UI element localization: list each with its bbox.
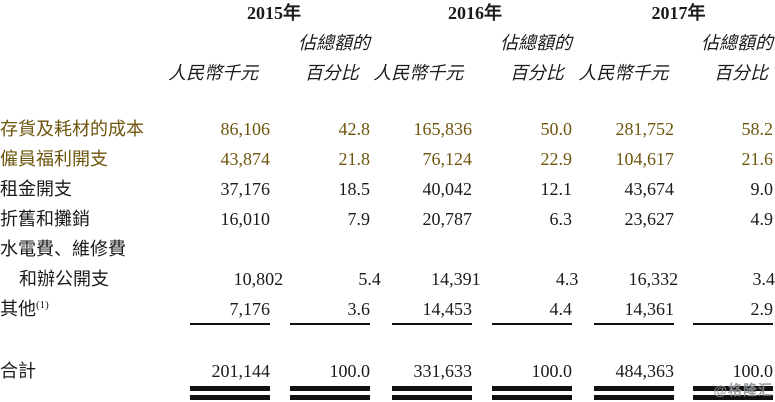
amount-2017: 14,361 — [624, 299, 675, 319]
footnote-marker: (1) — [36, 299, 49, 311]
subtotal-rule-row — [0, 323, 775, 325]
pct-2017: 3.4 — [752, 269, 775, 289]
amount-2016: 14,453 — [422, 299, 473, 319]
others-label-text: 其他 — [0, 299, 36, 319]
pct-of-total-label-2015: 佔總額的 — [298, 33, 370, 53]
total-pct-2017: 100.0 — [732, 361, 774, 381]
pct-2016: 12.1 — [540, 179, 573, 199]
pct-2016: 22.9 — [540, 149, 573, 169]
grand-total-rule-row — [0, 386, 775, 400]
rmb-thousand-label-2015: 人民幣千元 — [168, 63, 259, 83]
amount-2015: 10,802 — [233, 269, 284, 289]
total-amount-2017: 484,363 — [615, 361, 675, 381]
double-rule — [492, 386, 572, 400]
pct-2017: 9.0 — [750, 179, 774, 199]
row-label: 水電費、維修費 — [0, 239, 126, 259]
amount-2015: 16,010 — [220, 209, 271, 229]
table-row-cost-of-inventories: 存貨及耗材的成本 86,106 42.8 165,836 50.0 281,75… — [0, 119, 775, 149]
single-rule — [392, 323, 472, 325]
year-2016-header: 2016年 — [448, 3, 502, 23]
double-rule — [190, 386, 270, 400]
amount-2016: 14,391 — [431, 269, 481, 289]
rmb-thousand-label-2016: 人民幣千元 — [373, 63, 464, 83]
table-row-others: 其他(1) 7,176 3.6 14,453 4.4 14,361 2.9 — [0, 299, 775, 323]
amount-2015: 86,106 — [220, 119, 271, 139]
pct-header-top-row: 佔總額的 佔總額的 佔總額的 — [0, 33, 775, 53]
double-rule — [693, 386, 773, 400]
amount-2017: 16,332 — [628, 269, 679, 289]
single-rule — [190, 323, 270, 325]
amount-2016: 165,836 — [413, 119, 473, 139]
year-2017-header: 2017年 — [651, 3, 706, 23]
double-rule — [290, 386, 370, 400]
pct-2015: 3.6 — [347, 299, 371, 319]
single-rule — [693, 323, 773, 325]
percentage-label-2015: 百分比 — [304, 63, 359, 83]
column-header-row: 人民幣千元 百分比 人民幣千元 百分比 人民幣千元 百分比 — [0, 63, 775, 83]
total-label: 合計 — [0, 361, 36, 381]
row-label: 其他(1) — [0, 299, 160, 319]
single-rule — [290, 323, 370, 325]
pct-2017: 2.9 — [750, 299, 774, 319]
single-rule — [594, 323, 674, 325]
pct-2015: 21.8 — [338, 149, 371, 169]
row-label: 存貨及耗材的成本 — [0, 119, 144, 139]
pct-2015: 7.9 — [347, 209, 371, 229]
row-label: 租金開支 — [0, 179, 72, 199]
pct-2016: 4.4 — [549, 299, 573, 319]
total-amount-2015: 201,144 — [211, 361, 271, 381]
row-label: 和辦公開支 — [19, 269, 109, 289]
rmb-thousand-label-2017: 人民幣千元 — [578, 63, 669, 83]
pct-2016: 6.3 — [549, 209, 573, 229]
table-row-depreciation-amortisation: 折舊和攤銷 16,010 7.9 20,787 6.3 23,627 4.9 — [0, 209, 775, 239]
amount-2015: 43,874 — [220, 149, 271, 169]
percentage-label-2017: 百分比 — [713, 63, 768, 83]
year-2015-header: 2015年 — [247, 3, 301, 23]
table-row-total: 合計 201,144 100.0 331,633 100.0 484,363 1… — [0, 361, 775, 381]
pct-2017: 58.2 — [741, 119, 774, 139]
pct-2016: 4.3 — [555, 269, 579, 289]
row-label: 折舊和攤銷 — [0, 209, 90, 229]
single-rule — [492, 323, 572, 325]
year-header-row: 2015年 2016年 2017年 — [0, 3, 775, 23]
pct-of-total-label-2017: 佔總額的 — [701, 33, 773, 53]
amount-2017: 104,617 — [615, 149, 675, 169]
amount-2016: 76,124 — [422, 149, 473, 169]
pct-2017: 4.9 — [750, 209, 774, 229]
pct-of-total-label-2016: 佔總額的 — [500, 33, 572, 53]
total-pct-2015: 100.0 — [329, 361, 371, 381]
amount-2015: 37,176 — [220, 179, 271, 199]
pct-2015: 5.4 — [358, 269, 381, 289]
percentage-label-2016: 百分比 — [509, 63, 564, 83]
pct-2015: 42.8 — [338, 119, 371, 139]
amount-2017: 281,752 — [615, 119, 675, 139]
pct-2015: 18.5 — [338, 179, 371, 199]
row-label: 僱員福利開支 — [0, 149, 108, 169]
amount-2016: 40,042 — [422, 179, 473, 199]
double-rule — [594, 386, 674, 400]
total-pct-2016: 100.0 — [531, 361, 573, 381]
pct-2017: 21.6 — [741, 149, 774, 169]
table-row-utilities-line2: 和辦公開支 10,802 5.4 14,391 4.3 16,332 3.4 — [0, 269, 775, 299]
total-amount-2016: 331,633 — [413, 361, 473, 381]
amount-2017: 23,627 — [624, 209, 675, 229]
table-row-employee-benefits: 僱員福利開支 43,874 21.8 76,124 22.9 104,617 2… — [0, 149, 775, 179]
table-row-utilities-line1: 水電費、維修費 — [0, 239, 775, 269]
table-row-rental-expense: 租金開支 37,176 18.5 40,042 12.1 43,674 9.0 — [0, 179, 775, 209]
double-rule — [392, 386, 472, 400]
pct-2016: 50.0 — [540, 119, 573, 139]
amount-2017: 43,674 — [624, 179, 675, 199]
amount-2015: 7,176 — [229, 299, 271, 319]
amount-2016: 20,787 — [422, 209, 473, 229]
gelonghui-watermark: @格隆汇 — [713, 382, 773, 398]
